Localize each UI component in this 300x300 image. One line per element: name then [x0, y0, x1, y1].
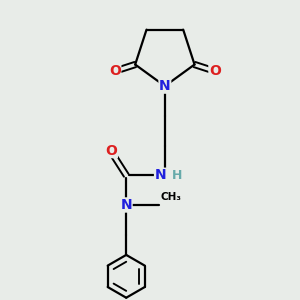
Text: N: N — [120, 198, 132, 212]
Text: N: N — [154, 168, 166, 182]
Text: N: N — [159, 79, 171, 93]
Text: CH₃: CH₃ — [160, 192, 182, 202]
Text: H: H — [172, 169, 182, 182]
Text: O: O — [209, 64, 221, 78]
Text: O: O — [105, 144, 117, 158]
Text: O: O — [109, 64, 121, 78]
